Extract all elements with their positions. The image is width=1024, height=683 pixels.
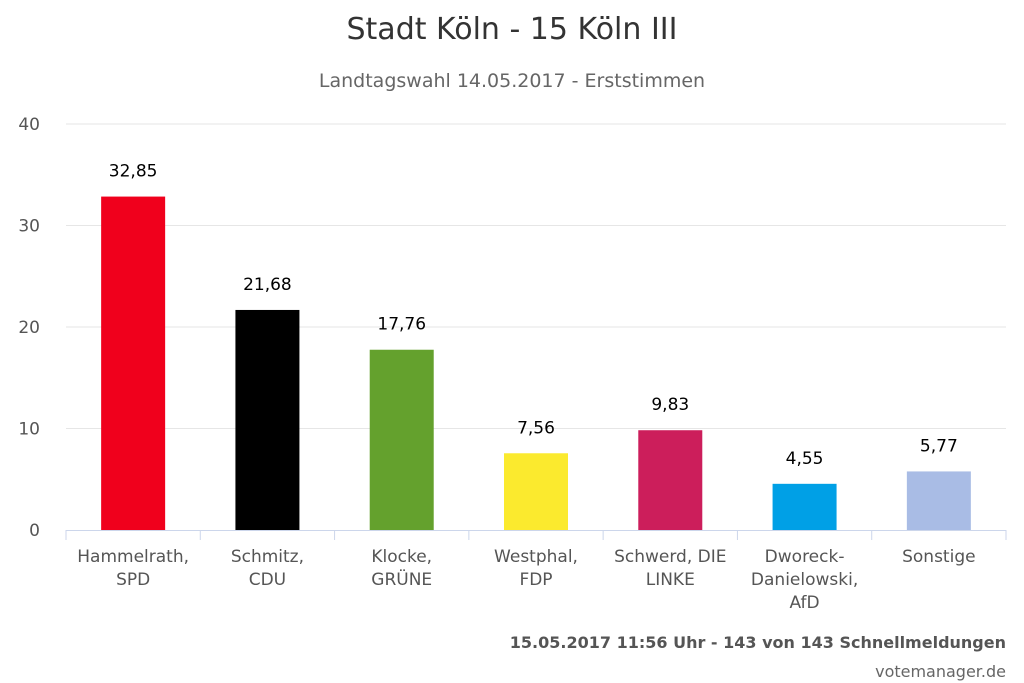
category-label-line: Sonstige xyxy=(902,547,975,567)
bar xyxy=(235,309,300,530)
data-label: 21,68 xyxy=(243,275,292,295)
category-label: Schmitz, CDU xyxy=(231,547,304,590)
source-credit[interactable]: votemanager.de xyxy=(875,662,1006,681)
category-label: Sonstige xyxy=(902,547,975,567)
bar xyxy=(504,453,568,530)
category-label-line: Schmitz, xyxy=(231,547,304,567)
y-tick-label: 30 xyxy=(18,217,40,237)
y-tick-label: 0 xyxy=(29,521,40,541)
bar xyxy=(772,483,837,530)
category-label: Schwerd, DIE LINKE xyxy=(614,547,726,590)
category-label-line: Danielowski, xyxy=(751,570,858,590)
bar xyxy=(906,471,971,530)
bar xyxy=(101,196,166,530)
category-label: Hammelrath, SPD xyxy=(77,547,189,590)
category-label-line: CDU xyxy=(249,570,286,590)
category-label: Klocke, GRÜNE xyxy=(371,547,432,590)
category-label: Dworeck- Danielowski, AfD xyxy=(751,547,858,613)
data-label: 7,56 xyxy=(517,418,555,438)
chart-subtitle: Landtagswahl 14.05.2017 - Erststimmen xyxy=(318,70,706,92)
chart-title: Stadt Köln - 15 Köln III xyxy=(346,12,678,47)
data-label: 32,85 xyxy=(109,162,158,182)
y-tick-label: 40 xyxy=(18,115,40,135)
category-label-line: SPD xyxy=(116,570,150,590)
report-status: 15.05.2017 11:56 Uhr - 143 von 143 Schne… xyxy=(509,633,1006,652)
data-label: 17,76 xyxy=(377,315,426,335)
category-label-line: LINKE xyxy=(646,570,695,590)
category-label-line: Dworeck- xyxy=(765,547,845,567)
category-label-line: GRÜNE xyxy=(371,568,432,590)
category-label-line: Westphal, xyxy=(494,547,578,567)
bar xyxy=(369,349,434,530)
category-label-line: Klocke, xyxy=(371,547,432,567)
y-tick-label: 20 xyxy=(18,318,40,338)
y-tick-label: 10 xyxy=(18,420,40,440)
data-label: 4,55 xyxy=(786,449,824,469)
data-label: 9,83 xyxy=(651,395,689,415)
category-label-line: Hammelrath, xyxy=(77,547,189,567)
category-label-line: AfD xyxy=(790,593,820,613)
category-label-line: Schwerd, DIE xyxy=(614,547,726,567)
category-label-line: FDP xyxy=(519,570,552,590)
bar xyxy=(638,430,703,530)
data-label: 5,77 xyxy=(920,436,958,456)
category-label: Westphal, FDP xyxy=(494,547,578,590)
